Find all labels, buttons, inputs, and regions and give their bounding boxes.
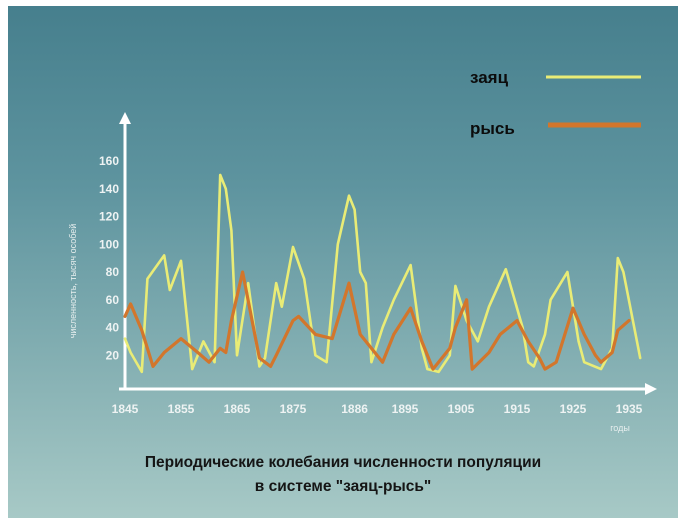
x-tick-label: 1875 xyxy=(280,402,307,416)
series-line-lynx xyxy=(123,270,631,371)
y-tick-label: 80 xyxy=(106,265,120,279)
legend-label-lynx: рысь xyxy=(470,119,515,138)
x-tick-label: 1886 xyxy=(341,402,368,416)
y-tick-label: 60 xyxy=(106,293,120,307)
x-tick-label: 1905 xyxy=(448,402,475,416)
x-tick-label: 1855 xyxy=(168,402,195,416)
chart-title-line-1: Периодические колебания численности попу… xyxy=(144,454,542,471)
chart-frame: 20 40 60 80 100 120 140 160 1845 1855 1865 1875 188… xyxy=(8,6,678,518)
x-tick-label: 1865 xyxy=(224,402,251,416)
x-axis-label: годы xyxy=(610,423,630,433)
y-tick-labels: 20 40 60 80 100 120 140 160 xyxy=(99,154,119,362)
y-tick-label: 20 xyxy=(106,348,120,362)
x-tick-label: 1845 xyxy=(112,402,139,416)
chart-canvas: 20 40 60 80 100 120 140 160 1845 1855 1865 1875 188… xyxy=(68,68,657,433)
x-tick-label: 1935 xyxy=(616,402,643,416)
y-axis-label: численность, тысяч особей xyxy=(68,224,78,339)
chart-axes xyxy=(119,112,657,395)
y-tick-label: 120 xyxy=(99,210,119,224)
x-tick-labels: 1845 1855 1865 1875 1886 1895 1905 1915 1925 1935 xyxy=(112,402,643,416)
y-tick-label: 140 xyxy=(99,182,119,196)
y-tick-label: 40 xyxy=(106,321,120,335)
series-layer xyxy=(123,173,642,374)
y-tick-label: 160 xyxy=(99,154,119,168)
legend-label-hare: заяц xyxy=(470,68,509,87)
x-tick-label: 1915 xyxy=(504,402,531,416)
legend: заяц рысь xyxy=(470,68,641,138)
x-tick-label: 1895 xyxy=(392,402,419,416)
chart-title-line-2: в системе "заяц-рысь" xyxy=(254,478,432,495)
y-tick-label: 100 xyxy=(99,237,119,251)
x-tick-label: 1925 xyxy=(560,402,587,416)
